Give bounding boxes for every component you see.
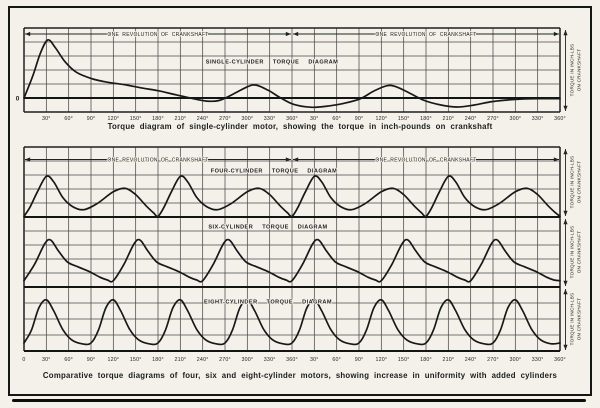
x-tick-label: 210° [442, 116, 454, 122]
torque-axis-label: ON CRANKSHAFT [577, 49, 582, 92]
single-diagram-title: SINGLE-CYLINDER TORQUE DIAGRAM [206, 60, 338, 66]
dimension-arrow [553, 31, 559, 37]
x-tick-label: 330° [532, 116, 544, 122]
x-tick-label: 240° [465, 116, 477, 122]
x-tick-label: 90° [355, 116, 364, 122]
x-tick-label: 360° [286, 357, 298, 363]
six-diagram-title: SIX-CYLINDER TORQUE DIAGRAM [208, 225, 327, 231]
four-diagram-title: FOUR-CYLINDER TORQUE DIAGRAM [211, 169, 338, 175]
x-tick-label: 150° [130, 357, 142, 363]
x-tick-label: 330° [264, 116, 276, 122]
torque-curve-eight [23, 298, 561, 346]
dimension-arrow [25, 157, 31, 162]
x-tick-label: 360° [554, 357, 566, 363]
torque-axis-label: ON CRANKSHAFT [577, 161, 582, 204]
x-tick-label: 210° [442, 357, 454, 363]
torque-axis-label: TORQUE IN INCH-LBS [570, 44, 575, 97]
x-tick-label: 300° [509, 116, 521, 122]
revolution-span-label: ONE REVOLUTION OF CRANKSHAFT [375, 32, 476, 38]
x-tick-label: 120° [107, 357, 119, 363]
dimension-arrow [293, 31, 299, 37]
x-tick-label: 60° [64, 116, 73, 122]
x-tick-label: 30° [310, 357, 319, 363]
x-tick-label: 180° [420, 357, 432, 363]
revolution-span-label: ONE REVOLUTION OF CRANKSHAFT [375, 157, 476, 163]
dimension-arrow [25, 31, 31, 37]
dimension-arrow [563, 30, 568, 36]
x-tick-label: 300° [241, 116, 253, 122]
x-tick-label: 120° [375, 116, 387, 122]
x-tick-label: 180° [152, 357, 164, 363]
x-tick-label: 300° [509, 357, 521, 363]
x-tick-label: 120° [107, 116, 119, 122]
dimension-arrow [563, 219, 568, 225]
x-tick-label: 30° [310, 116, 319, 122]
x-tick-label: 0 [22, 357, 25, 363]
dimension-arrow [553, 157, 559, 162]
dimension-arrow [563, 149, 568, 155]
x-tick-label: 120° [375, 357, 387, 363]
torque-curve-four [23, 175, 561, 218]
x-tick-label: 360° [554, 116, 566, 122]
x-tick-label: 60° [64, 357, 73, 363]
single-cylinder-caption: Torque diagram of single-cylinder motor,… [107, 122, 493, 131]
page-scan-edge [12, 399, 586, 403]
figure-border-frame [8, 6, 592, 396]
dimension-arrow [563, 105, 568, 111]
torque-curve-six [23, 238, 561, 283]
dimension-arrow [285, 31, 291, 37]
x-tick-label: 30° [42, 116, 51, 122]
x-tick-label: 240° [197, 357, 209, 363]
x-tick-label: 60° [332, 116, 341, 122]
comparative-caption: Comparative torque diagrams of four, six… [42, 371, 558, 380]
x-tick-label: 210° [174, 357, 186, 363]
torque-axis-label: ON CRANKSHAFT [577, 298, 582, 341]
torque-axis-label: TORQUE IN INCH-LBS [570, 226, 575, 279]
x-tick-label: 90° [87, 357, 96, 363]
x-tick-label: 240° [197, 116, 209, 122]
x-tick-label: 240° [465, 357, 477, 363]
eight-diagram-title: EIGHT-CYLINDER TORQUE DIAGRAM [204, 300, 332, 306]
x-tick-label: 90° [87, 116, 96, 122]
torque-curve-single [23, 38, 561, 109]
x-tick-label: 180° [152, 116, 164, 122]
x-tick-label: 60° [332, 357, 341, 363]
x-tick-label: 300° [241, 357, 253, 363]
x-tick-label: 150° [398, 357, 410, 363]
x-tick-label: 360° [286, 116, 298, 122]
x-tick-label: 30° [42, 357, 51, 363]
x-tick-label: 210° [174, 116, 186, 122]
x-tick-label: 150° [398, 116, 410, 122]
x-tick-label: 270° [487, 357, 499, 363]
zero-origin-label: 0 [16, 95, 20, 102]
torque-axis-label: TORQUE IN INCH-LBS [570, 156, 575, 209]
x-tick-label: 270° [487, 116, 499, 122]
x-tick-label: 330° [264, 357, 276, 363]
dimension-arrow [563, 210, 568, 216]
torque-axis-label: TORQUE IN INCH-LBS [570, 293, 575, 346]
x-tick-label: 270° [219, 116, 231, 122]
x-tick-label: 270° [219, 357, 231, 363]
torque-axis-label: ON CRANKSHAFT [577, 231, 582, 274]
dimension-arrow [563, 289, 568, 295]
dimension-arrow [285, 157, 291, 162]
x-tick-label: 90° [355, 357, 364, 363]
x-tick-label: 150° [130, 116, 142, 122]
revolution-span-label: ONE REVOLUTION OF CRANKSHAFT [107, 157, 208, 163]
x-tick-label: 180° [420, 116, 432, 122]
dimension-arrow [563, 344, 568, 350]
revolution-span-label: ONE REVOLUTION OF CRANKSHAFT [107, 32, 208, 38]
dimension-arrow [563, 280, 568, 286]
dimension-arrow [293, 157, 299, 162]
x-tick-label: 330° [532, 357, 544, 363]
